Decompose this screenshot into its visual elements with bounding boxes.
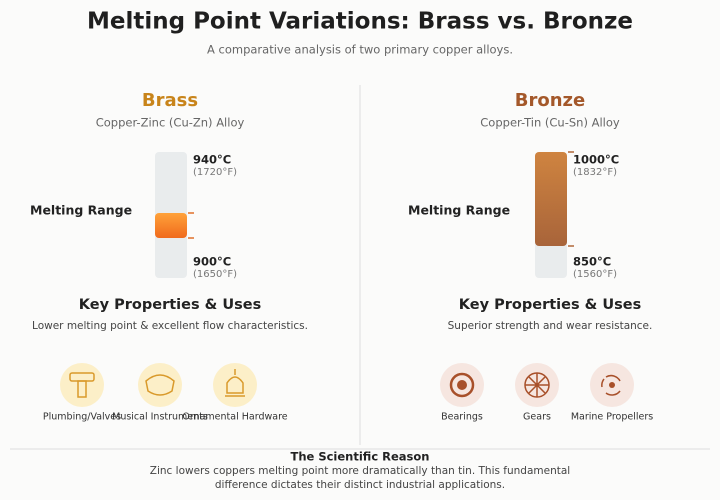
use-label: Marine Propellers [571, 412, 653, 423]
icon-shape [145, 374, 175, 396]
title: Melting Point Variations: Brass vs. Bron… [87, 9, 633, 35]
use-icon-circle [60, 363, 104, 407]
icon-shape [457, 380, 467, 390]
alloy-description: Copper-Zinc (Cu-Zn) Alloy [96, 116, 245, 130]
use-icon-circle [138, 363, 182, 407]
gauge-fill [155, 213, 187, 238]
low-fahrenheit: (1650°F) [193, 269, 237, 280]
icon-shape [525, 373, 549, 397]
high-celsius: 940°C [193, 153, 231, 167]
range-label: Melting Range [408, 203, 510, 218]
alloy-description: Copper-Tin (Cu-Sn) Alloy [480, 116, 620, 130]
use-label: Plumbing/Valves [43, 412, 121, 423]
use-label: Musical Instruments [112, 412, 208, 423]
icon-shape [609, 382, 615, 388]
alloy-name: Bronze [515, 90, 585, 111]
footer-title: The Scientific Reason [291, 450, 430, 464]
icon-shape [449, 372, 475, 398]
high-celsius: 1000°C [573, 153, 619, 167]
low-fahrenheit: (1560°F) [573, 269, 617, 280]
range-label: Melting Range [30, 203, 132, 218]
high-fahrenheit: (1720°F) [193, 167, 237, 178]
gauge-fill [535, 152, 567, 246]
subtitle: A comparative analysis of two primary co… [207, 43, 513, 57]
properties-text: Lower melting point & excellent flow cha… [32, 320, 308, 332]
footer-text: Zinc lowers coppers melting point more d… [149, 465, 571, 491]
properties-title: Key Properties & Uses [79, 297, 261, 313]
use-label: Ornamental Hardware [182, 412, 287, 423]
properties-title: Key Properties & Uses [459, 297, 641, 313]
low-celsius: 850°C [573, 255, 611, 269]
alloy-name: Brass [142, 90, 198, 111]
icon-shape [77, 380, 87, 398]
low-celsius: 900°C [193, 255, 231, 269]
high-fahrenheit: (1832°F) [573, 167, 617, 178]
use-label: Gears [523, 412, 551, 423]
use-icon-circle [213, 363, 257, 407]
icon-shape [225, 369, 245, 397]
use-label: Bearings [441, 412, 483, 423]
properties-text: Superior strength and wear resistance. [448, 320, 653, 332]
icon-shape [601, 374, 621, 396]
